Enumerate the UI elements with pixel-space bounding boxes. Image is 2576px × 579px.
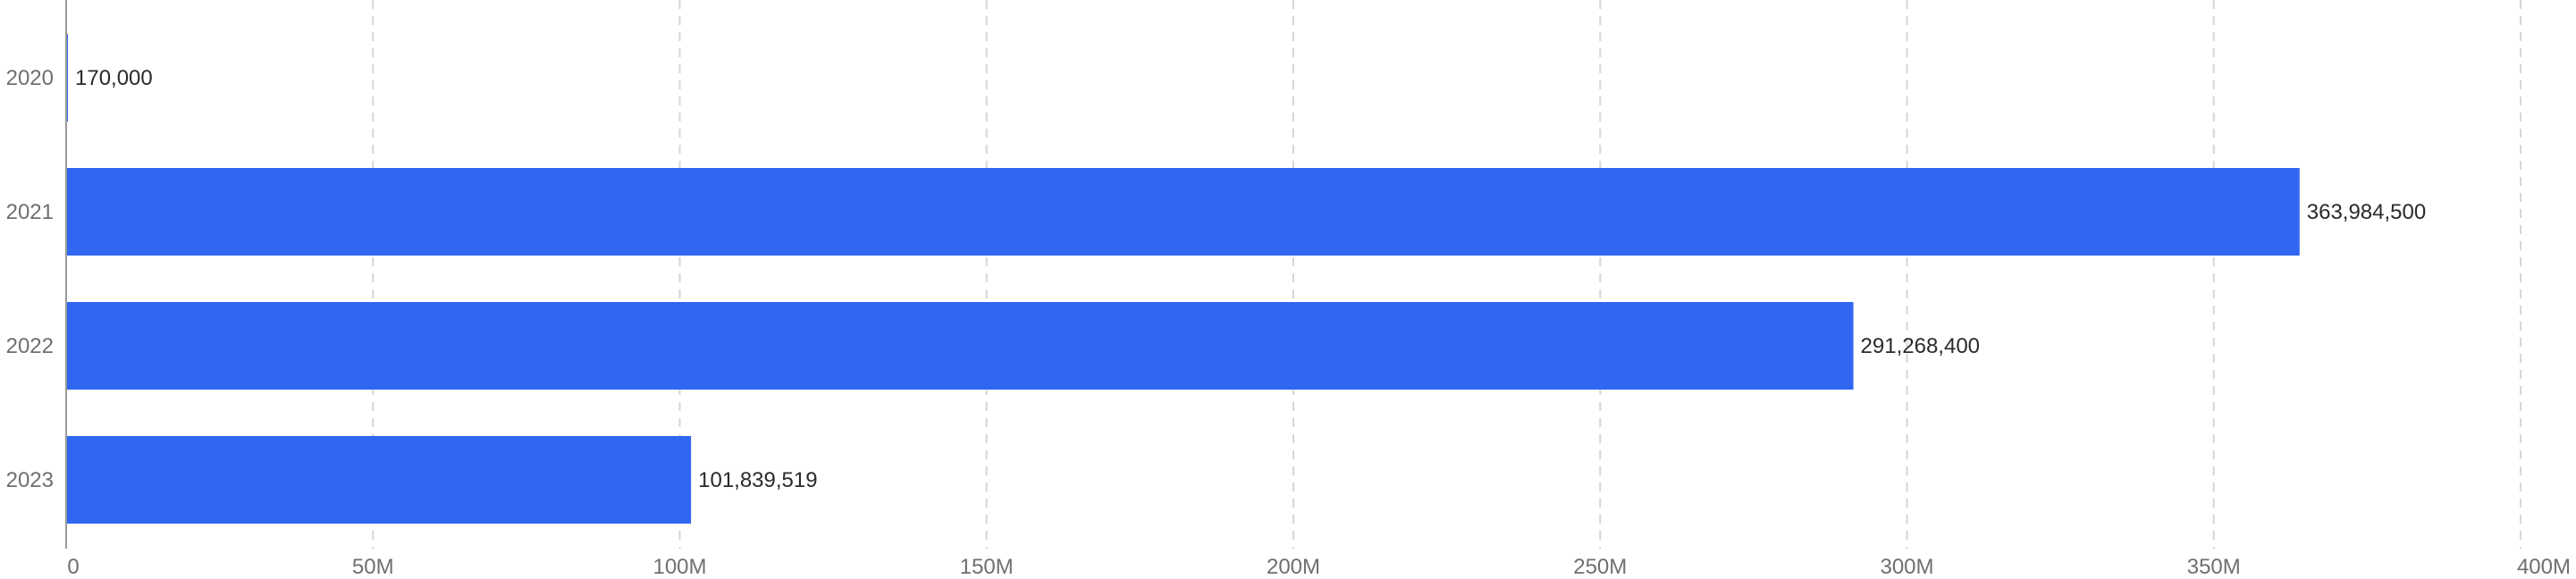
category-label: 2020 — [6, 66, 54, 90]
x-tick-label: 200M — [1267, 555, 1320, 579]
x-tick-label: 350M — [2187, 555, 2241, 579]
x-tick-label: 400M — [2517, 555, 2571, 579]
category-label: 2021 — [6, 200, 54, 224]
x-tick-label: 50M — [352, 555, 394, 579]
data-label: 101,839,519 — [698, 468, 817, 492]
x-tick-labels: 0 50M 100M 150M 200M 250M 300M 350M 400M — [67, 555, 2571, 579]
x-tick-label: 150M — [960, 555, 1014, 579]
bar-2022[interactable] — [66, 302, 1854, 390]
x-tick-label: 250M — [1573, 555, 1627, 579]
data-label: 363,984,500 — [2307, 200, 2426, 224]
bars — [66, 34, 2300, 524]
category-label: 2022 — [6, 334, 54, 358]
x-tick-label: 0 — [67, 555, 79, 579]
grid-lines — [372, 0, 2521, 549]
x-tick-label: 300M — [1880, 555, 1933, 579]
data-labels: 170,000 363,984,500 291,268,400 101,839,519 — [75, 66, 2426, 492]
x-tick-label: 100M — [652, 555, 706, 579]
category-label: 2023 — [6, 468, 54, 492]
category-labels: 2020 2021 2022 2023 — [6, 66, 54, 492]
bar-2023[interactable] — [66, 436, 692, 524]
data-label: 291,268,400 — [1861, 334, 1980, 358]
bar-2021[interactable] — [66, 168, 2300, 256]
data-label: 170,000 — [75, 66, 153, 90]
